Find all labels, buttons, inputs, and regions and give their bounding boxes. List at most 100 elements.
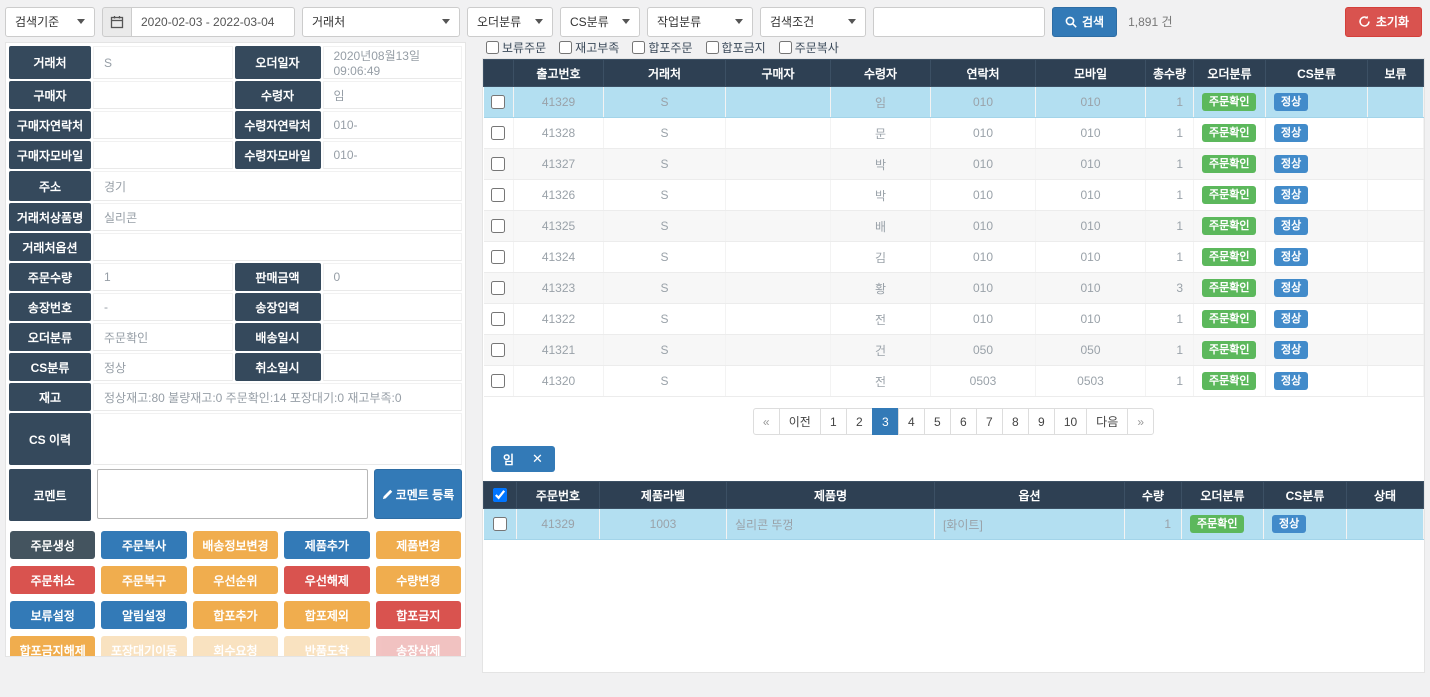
row-checkbox[interactable] (491, 95, 506, 110)
row-checkbox[interactable] (491, 250, 506, 265)
action-button[interactable]: 제품추가 (284, 531, 370, 559)
page-button[interactable]: 2 (845, 408, 873, 435)
shipment-no-cell: 41328 (513, 117, 604, 149)
action-button[interactable]: 합포금지 (375, 601, 461, 629)
action-button[interactable]: 제품변경 (375, 531, 461, 559)
page-button[interactable]: 7 (975, 408, 1003, 435)
mobile-cell: 010 (1035, 241, 1146, 273)
page-button[interactable]: 6 (949, 408, 977, 435)
field-label: CS 이력 (9, 413, 91, 465)
field-value: S (93, 46, 233, 79)
selected-receiver-chip[interactable]: 임 ✕ (491, 446, 555, 472)
column-header: 옵션 (934, 481, 1125, 509)
mobile-cell: 0503 (1035, 365, 1146, 397)
products-table: 주문번호 제품라벨 제품명 옵션 수량 오더분류 CS분류 상태 41329 1003 실리콘 뚜… (483, 481, 1424, 540)
row-checkbox-cell (483, 272, 514, 304)
search-condition-select[interactable]: 검색조건 (760, 6, 866, 37)
row-checkbox[interactable] (491, 126, 506, 141)
order-class-cell: 주문확인 (1193, 210, 1266, 242)
row-checkbox[interactable] (491, 343, 506, 358)
form-row: 거래처상품명 실리콘 (9, 203, 462, 231)
action-button[interactable]: 알림설정 (101, 601, 187, 629)
comment-submit-button[interactable]: 코멘트 등록 (374, 469, 462, 519)
row-checkbox-cell (483, 210, 514, 242)
calendar-icon (110, 15, 124, 29)
field-label: 배송일시 (234, 323, 321, 351)
row-checkbox[interactable] (491, 281, 506, 296)
filter-checkbox[interactable]: 보류주문 (486, 39, 546, 56)
search-button[interactable]: 검색 (1052, 6, 1118, 37)
action-button[interactable]: 합포금지해제 (10, 636, 96, 656)
table-row[interactable]: 41329 1003 실리콘 뚜껑 [화이트] 1 주문확인 정상 (483, 508, 1424, 540)
filter-checkbox[interactable]: 합포금지 (705, 39, 766, 56)
checkbox[interactable] (705, 41, 719, 54)
calendar-button[interactable] (102, 6, 132, 37)
page-button[interactable]: « (752, 408, 780, 435)
qty-cell: 1 (1145, 210, 1194, 242)
phone-cell: 010 (930, 210, 1036, 242)
action-button[interactable]: 주문생성 (10, 531, 96, 559)
table-row[interactable]: 41323 S 황 010 010 3 주문확인 정상 (483, 272, 1424, 304)
filter-checkbox[interactable]: 합포주문 (632, 39, 693, 56)
page-button[interactable]: 4 (897, 408, 925, 435)
action-button[interactable]: 배송정보변경 (192, 531, 279, 559)
checkbox[interactable] (486, 41, 499, 54)
field-value: 0 (322, 263, 462, 291)
vendor-select[interactable]: 거래처 (302, 6, 460, 37)
close-icon[interactable]: ✕ (532, 451, 543, 466)
search-icon (1065, 16, 1077, 28)
page-button[interactable]: 1 (819, 408, 847, 435)
action-button[interactable]: 주문복구 (101, 566, 187, 594)
page-button[interactable]: 9 (1027, 408, 1055, 435)
checkbox[interactable] (632, 41, 646, 54)
page-button[interactable]: 10 (1053, 408, 1088, 435)
action-button[interactable]: 주문취소 (10, 566, 96, 594)
row-checkbox[interactable] (491, 188, 506, 203)
action-button: 반품도착 (284, 636, 370, 656)
select-all-checkbox[interactable] (493, 488, 507, 503)
action-button[interactable]: 수량변경 (375, 566, 461, 594)
row-checkbox[interactable] (491, 157, 506, 172)
action-button[interactable]: 주문복사 (101, 531, 187, 559)
page-button[interactable]: 3 (871, 408, 899, 435)
filter-checkbox[interactable]: 주문복사 (778, 39, 839, 56)
cs-class-select[interactable]: CS분류 (560, 6, 640, 37)
checkbox[interactable] (559, 41, 573, 54)
page-button[interactable]: » (1127, 408, 1155, 435)
table-row[interactable]: 41320 S 전 0503 0503 1 주문확인 정상 (483, 365, 1424, 397)
action-button[interactable]: 우선순위 (192, 566, 279, 594)
row-checkbox[interactable] (492, 517, 507, 532)
form-row: CS 이력 (9, 413, 462, 465)
page-button[interactable]: 이전 (778, 408, 821, 435)
row-checkbox[interactable] (491, 374, 506, 389)
field-value: 정상재고:80 불량재고:0 주문확인:14 포장대기:0 재고부족:0 (93, 383, 462, 411)
work-class-select[interactable]: 작업분류 (647, 6, 753, 37)
reset-button[interactable]: 초기화 (1344, 6, 1422, 37)
page-button[interactable]: 8 (1001, 408, 1029, 435)
filter-checkbox[interactable]: 재고부족 (559, 39, 619, 56)
search-input[interactable] (873, 6, 1045, 37)
action-button[interactable]: 합포추가 (192, 601, 279, 629)
action-button[interactable]: 합포제외 (284, 601, 370, 629)
comment-textarea[interactable] (97, 469, 368, 519)
page-button[interactable]: 다음 (1086, 408, 1129, 435)
row-checkbox[interactable] (491, 312, 506, 327)
date-range-input[interactable] (132, 6, 295, 37)
action-button: 회수요청 (192, 636, 279, 656)
table-row[interactable]: 41321 S 건 050 050 1 주문확인 정상 (483, 334, 1424, 366)
action-button[interactable]: 보류설정 (10, 601, 96, 629)
form-row: 구매자모바일 수령자모바일 010- (9, 141, 462, 169)
page-button[interactable]: 5 (923, 408, 951, 435)
checkbox[interactable] (778, 41, 792, 54)
action-button[interactable]: 우선해제 (284, 566, 370, 594)
row-checkbox[interactable] (491, 219, 506, 234)
order-class-select[interactable]: 오더분류 (467, 6, 553, 37)
search-basis-select[interactable]: 검색기준 (5, 6, 95, 37)
